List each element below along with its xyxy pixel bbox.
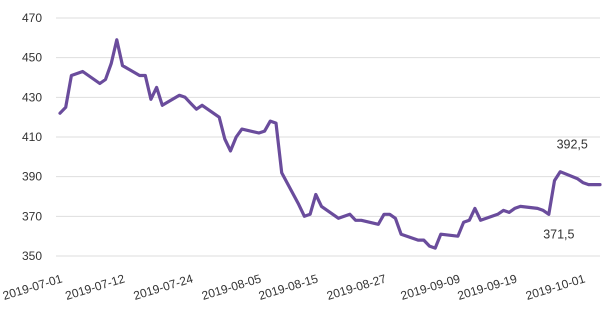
x-tick-label: 2019-08-15 [257, 271, 320, 302]
x-tick-label: 2019-08-27 [325, 271, 388, 302]
x-tick-label: 2019-08-05 [200, 271, 263, 302]
y-tick-label: 470 [22, 11, 42, 25]
y-axis-ticks: 350 370 390 410 430 450 470 [22, 11, 42, 263]
x-tick-label: 2019-07-01 [1, 271, 64, 302]
x-tick-label: 2019-07-24 [132, 271, 195, 302]
x-tick-label: 2019-10-01 [524, 271, 587, 302]
y-tick-label: 430 [22, 90, 42, 104]
y-tick-label: 450 [22, 51, 42, 65]
grid-lines [56, 17, 600, 257]
y-tick-label: 370 [22, 209, 42, 223]
x-axis-ticks: 2019-07-01 2019-07-12 2019-07-24 2019-08-05… [1, 271, 587, 302]
y-tick-label: 390 [22, 170, 42, 184]
x-tick-label: 2019-07-12 [64, 271, 127, 302]
x-tick-label: 2019-09-19 [456, 271, 519, 302]
data-label: 371,5 [543, 227, 574, 241]
data-label: 392,5 [557, 138, 588, 152]
y-tick-label: 350 [22, 249, 42, 263]
y-tick-label: 410 [22, 130, 42, 144]
x-tick-label: 2019-09-09 [399, 271, 462, 302]
series-line [58, 38, 602, 250]
data-annotations: 392,5 371,5 [543, 138, 588, 242]
